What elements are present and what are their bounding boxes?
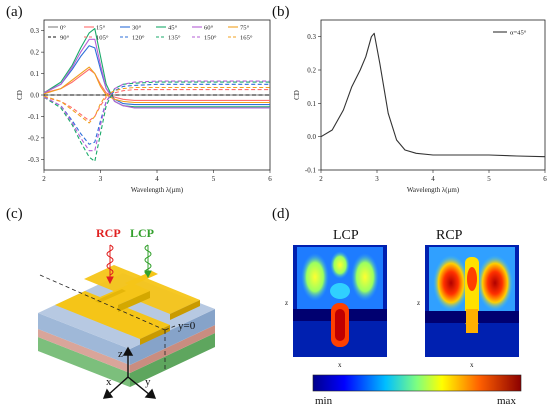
chart-a-ytick-label: 0.3 xyxy=(30,27,39,35)
chart-b-ytick-label: 0.2 xyxy=(307,67,316,75)
chart-a-legend-label: 75° xyxy=(240,25,250,32)
chart-a-xtick-label: 4 xyxy=(155,175,159,183)
chart-a-xtick-label: 2 xyxy=(42,175,46,183)
lcp-helix-icon xyxy=(144,244,152,279)
chart-b-xtick-label: 2 xyxy=(319,175,323,183)
chart-b-xtick-label: 6 xyxy=(543,175,547,183)
chart-a-legend-label: 15° xyxy=(96,25,106,32)
chart-b-xlabel: Wavelength λ(μm) xyxy=(407,186,460,194)
coordinate-axes xyxy=(102,346,157,399)
guide-lines xyxy=(39,274,176,370)
rcp-helix-icon xyxy=(106,244,114,285)
chart-a-legend-label: 45° xyxy=(168,25,178,32)
colorbar-min: min xyxy=(315,395,333,407)
chart-b: 2 3 4 5 6 0.3 0.2 0.1 0.0 -0.1 Wavelength λ(μm) CD α… xyxy=(293,19,547,194)
chart-b-ytick-label: 0.0 xyxy=(307,133,316,141)
chart-a-ytick-label: -0.2 xyxy=(28,134,40,142)
chart-b-plot-frame xyxy=(320,19,546,171)
chart-a-ytick-label: 0.0 xyxy=(30,92,39,100)
chart-b-ylabel: CD xyxy=(293,90,301,100)
colorbar xyxy=(312,374,522,392)
panel-label-b: (b) xyxy=(272,4,290,20)
panel-label-a: (a) xyxy=(6,4,23,20)
chart-a-ytick-label: -0.3 xyxy=(28,156,40,164)
chart-b-xtick-label: 4 xyxy=(431,175,435,183)
chart-b-xtick-label: 3 xyxy=(375,175,379,183)
chart-a-series-line xyxy=(43,28,270,108)
plane-label: y=0 xyxy=(178,320,196,332)
lcp-axis-x: x xyxy=(338,361,342,369)
chart-b-ytick-label: 0.3 xyxy=(307,33,316,41)
rcp-axis-x: x xyxy=(470,361,474,369)
rcp-map-title: RCP xyxy=(436,228,463,243)
rcp-field-map xyxy=(425,245,519,357)
metasurface-diagram: y=0 RCP LCP z x y xyxy=(38,226,215,399)
chart-a-series-line xyxy=(43,89,270,122)
chart-a-legend-label: 105° xyxy=(96,35,109,42)
chart-b-series-line xyxy=(320,32,546,158)
axis-z-label: z xyxy=(118,348,123,360)
axis-y-label: y xyxy=(145,376,151,388)
chart-b-legend-label: α=45° xyxy=(510,30,527,37)
chart-a-legend-label: 0° xyxy=(60,25,66,32)
chart-a-xtick-label: 3 xyxy=(99,175,103,183)
chart-b-ytick-label: -0.1 xyxy=(305,167,317,175)
chart-a-xlabel: Wavelength λ(μm) xyxy=(131,186,184,194)
chart-a-legend-label: 30° xyxy=(132,25,142,32)
lcp-label: LCP xyxy=(130,226,154,240)
chart-a-legend-label: 120° xyxy=(132,35,145,42)
chart-a-series-line xyxy=(43,38,270,109)
panel-label-c: (c) xyxy=(6,206,23,222)
panel-label-d: (d) xyxy=(272,206,290,222)
spacer-layer xyxy=(38,325,215,373)
axis-x-label: x xyxy=(106,376,112,388)
lcp-field-map xyxy=(293,245,387,357)
chart-a-ylabel: CD xyxy=(16,90,24,100)
lcp-map-title: LCP xyxy=(333,228,359,243)
chart-a-legend-label: 165° xyxy=(240,35,253,42)
chart-a-ytick-label: 0.1 xyxy=(30,70,39,78)
chart-a-series-line xyxy=(43,86,270,124)
chart-a-legend-label: 150° xyxy=(204,35,217,42)
field-maps: LCP RCP z x z x min max xyxy=(285,228,522,407)
chart-a-legend-label: 60° xyxy=(204,25,214,32)
chart-a-series-line xyxy=(43,81,270,162)
chart-a-series-line xyxy=(43,83,270,145)
rcp-label: RCP xyxy=(96,226,121,240)
rcp-axis-z: z xyxy=(417,299,420,307)
lcp-axis-z: z xyxy=(285,299,288,307)
chart-b-xtick-label: 5 xyxy=(487,175,491,183)
substrate-layer xyxy=(38,333,215,387)
chart-a-xtick-label: 6 xyxy=(268,175,272,183)
chart-a-series-line xyxy=(43,80,270,152)
chart-a: 2 3 4 5 6 0.3 0.2 0.1 0.0 -0.1 -0.2 -0.3 Wavelength … xyxy=(16,19,272,194)
chart-b-ytick-label: 0.1 xyxy=(307,100,316,108)
colorbar-max: max xyxy=(497,395,516,407)
chart-a-xtick-label: 5 xyxy=(212,175,216,183)
chart-a-legend-label: 135° xyxy=(168,35,181,42)
chart-a-legend-label: 90° xyxy=(60,35,70,42)
chart-a-ytick-label: -0.1 xyxy=(28,113,40,121)
chart-a-ytick-label: 0.2 xyxy=(30,49,39,57)
